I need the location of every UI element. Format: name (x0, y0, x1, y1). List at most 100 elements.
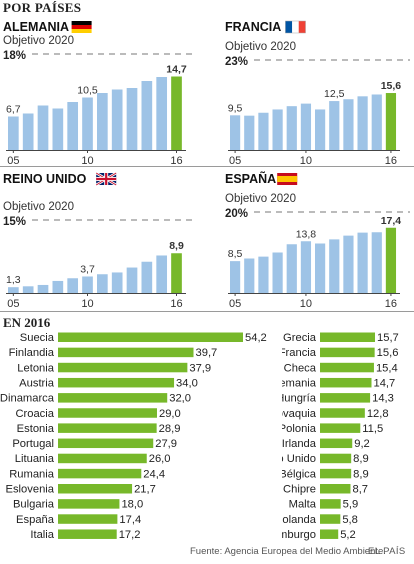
bar-estonia (58, 423, 157, 433)
bar-2006 (244, 115, 255, 150)
value-label: 24,4 (143, 468, 165, 480)
data-label: 8,9 (169, 240, 184, 252)
data-label: 14,7 (166, 64, 187, 76)
bar-2015 (156, 255, 168, 293)
chart-title: ESPAÑA (225, 171, 276, 186)
bar-lituania (58, 453, 147, 464)
bar-portugal (58, 438, 154, 449)
union-jack-icon (95, 171, 117, 187)
bar-2011 (97, 274, 108, 293)
country-label: Hungría (282, 393, 317, 405)
country-label: R. Checa (282, 362, 317, 374)
bar-2009 (286, 244, 297, 293)
bar-austria (58, 377, 175, 388)
value-label: 8,7 (352, 484, 368, 496)
flag-stripe (298, 21, 306, 33)
bar-2005 (8, 116, 19, 150)
country-label: Letonia (17, 362, 54, 374)
bar-2008 (52, 108, 64, 150)
bar-2006 (244, 258, 255, 293)
value-label: 11,5 (362, 423, 383, 435)
bar-2015 (371, 232, 382, 293)
chart-espana: ESPAÑA Objetivo 2020 20% 8,5 13,8 17,4 05 10 16 (222, 170, 414, 310)
value-label: 9,2 (354, 438, 370, 450)
data-label: 9,5 (228, 102, 243, 114)
value-label: 32,0 (169, 393, 191, 405)
bar-2013 (343, 99, 354, 150)
country-label: Dinamarca (0, 393, 55, 405)
bar-letonia (58, 362, 188, 373)
country-label: Estonia (17, 423, 55, 435)
bar-luxemburgo (320, 529, 339, 539)
ranking-right-chart: Grecia 15,7 Francia 15,6 R. Checa 15,4 Alemani… (254, 330, 414, 544)
country-label: Finlandia (9, 347, 55, 359)
bar-eslovenia (58, 484, 133, 494)
target-label: Objetivo 2020 (225, 193, 296, 205)
value-label: 18,0 (121, 499, 143, 511)
bar-polonia (320, 423, 361, 433)
bar-2010 (82, 276, 93, 293)
bar-2005 (230, 115, 241, 150)
value-label: 15,6 (377, 347, 399, 359)
bar-2005 (8, 287, 19, 293)
value-label: 26,0 (149, 453, 171, 465)
bar-b-lgica (320, 468, 352, 479)
bar-malta (320, 499, 341, 509)
bar-2014 (141, 81, 153, 150)
bar-holanda (320, 514, 341, 524)
bar-2013 (343, 235, 354, 293)
country-label: Bulgaria (13, 499, 55, 511)
value-label: 28,9 (159, 423, 181, 435)
bar-2016 (171, 253, 182, 293)
bar-2008 (52, 280, 64, 293)
x-tick-label: 16 (385, 155, 397, 166)
x-tick-label: 10 (300, 155, 312, 166)
bar-2012 (329, 101, 340, 150)
value-label: 15,4 (376, 362, 398, 374)
flag-stripe (71, 21, 92, 25)
bar-2010 (300, 103, 312, 150)
column-chart-svg: REINO UNIDO Objetivo 2020 15% 1,3 3,7 8,9 05 10… (3, 171, 196, 310)
data-label: 17,4 (381, 215, 402, 227)
country-label: Reino Unido (282, 453, 316, 465)
bar-dinamarca (58, 393, 168, 403)
value-label: 15,7 (377, 332, 399, 344)
country-label: Eslovenia (5, 484, 54, 496)
country-label: Irlanda (282, 438, 317, 450)
chart-francia: FRANCIA Objetivo 2020 23% 9,5 12,5 15,6 05 10 16 (222, 18, 414, 167)
ranking-svg: Suecia 54,2 Finlandia 39,7 Letonia 37,9 Austri… (0, 332, 267, 541)
value-label: 27,9 (155, 438, 177, 450)
value-label: 17,4 (119, 514, 141, 526)
chart-reino-unido: REINO UNIDO Objetivo 2020 15% 1,3 3,7 8,9 05 10… (0, 170, 200, 310)
value-label: 8,9 (353, 468, 369, 480)
value-label: 54,2 (245, 332, 267, 344)
bar-croacia (58, 408, 157, 418)
bar-2006 (22, 113, 34, 150)
separator (0, 166, 414, 167)
bar-2016 (385, 93, 397, 150)
bar-2014 (141, 261, 153, 293)
ranking-left-chart: Suecia 54,2 Finlandia 39,7 Letonia 37,9 Austri… (0, 330, 270, 544)
data-label: 8,5 (228, 248, 243, 260)
country-label: Lituania (15, 453, 55, 465)
bar-2007 (258, 112, 269, 150)
bar-reino-unido (320, 453, 352, 464)
bar-2013 (126, 267, 138, 293)
chart-alemania: ALEMANIA Objetivo 2020 18% 6,7 10,5 14,7 05 10 1… (0, 18, 200, 167)
bar-r-checa (320, 362, 374, 373)
bar-2014 (357, 232, 368, 293)
x-tick-label: 05 (229, 155, 241, 166)
data-label: 6,7 (6, 104, 21, 116)
bar-bulgaria (58, 499, 120, 509)
value-label: 14,3 (372, 393, 394, 405)
bar-chipre (320, 484, 351, 494)
flag-stripe (285, 21, 293, 33)
bar-2012 (329, 239, 340, 293)
country-label: Alemania (282, 377, 317, 389)
country-label: Austria (19, 377, 55, 389)
country-label: Portugal (12, 438, 54, 450)
flag-stripe (71, 29, 92, 33)
flag-cross-red (96, 173, 117, 185)
bar-eslovaquia (320, 408, 365, 418)
bar-hungr-a (320, 393, 371, 403)
